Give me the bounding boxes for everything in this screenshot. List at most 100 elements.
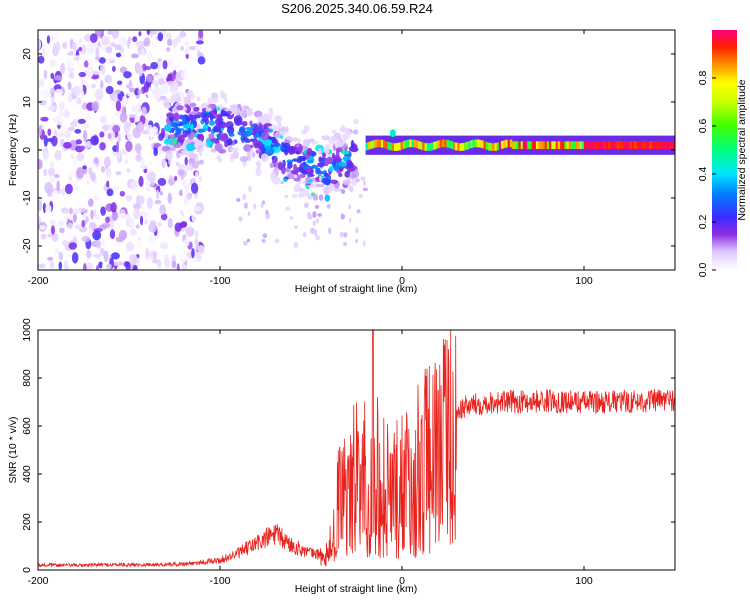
tone-cell (461, 143, 465, 151)
heatmap-cell (185, 105, 191, 114)
tone-cell (472, 139, 476, 148)
heatmap-cell (89, 57, 98, 65)
heatmap-cell (354, 227, 359, 234)
heatmap-cell (179, 152, 184, 157)
tone-cell (485, 142, 489, 150)
heatmap-cell (100, 115, 107, 124)
tone-cell (487, 142, 491, 151)
heatmap-cell (95, 30, 102, 37)
tone-cell (431, 142, 434, 151)
heatmap-cell (179, 30, 187, 38)
tone-cell (645, 141, 648, 150)
heatmap-cell (118, 36, 128, 48)
heatmap-cell (317, 213, 322, 217)
heatmap-cell (99, 131, 105, 138)
tone-cell (527, 141, 530, 150)
heatmap-cell (219, 133, 228, 142)
heatmap-cell (342, 242, 348, 247)
heatmap-cell (86, 179, 90, 186)
heatmap-cell (87, 198, 94, 207)
heatmap-cell (38, 125, 43, 136)
heatmap-cell (167, 192, 173, 204)
heatmap-cell (204, 117, 209, 125)
heatmap-cell (43, 168, 48, 177)
heatmap-cell (104, 74, 113, 84)
heatmap-cell (105, 216, 111, 224)
heatmap-cell (78, 71, 87, 78)
colorbar-gradient (712, 30, 737, 270)
heatmap-cell (216, 113, 223, 121)
heatmap-cell (215, 107, 221, 111)
tone-cell (439, 139, 443, 148)
tone-cell (470, 140, 474, 148)
heatmap-cell (72, 85, 81, 97)
heatmap-cell (73, 181, 79, 192)
heatmap-cell (348, 217, 352, 223)
heatmap-cell (294, 225, 298, 229)
heatmap-cell (242, 130, 252, 137)
heatmap-cell (72, 158, 79, 165)
heatmap-cell (164, 205, 174, 214)
tone-cell (592, 141, 596, 150)
heatmap-cell (197, 245, 206, 256)
heatmap-cell (263, 128, 271, 133)
heatmap-cell (146, 75, 152, 83)
heatmap-cell (72, 208, 80, 215)
heatmap-cell (81, 102, 88, 110)
heatmap-cell (183, 96, 188, 106)
heatmap-cell (284, 194, 289, 199)
heatmap-cell (163, 103, 171, 109)
heatmap-cell (67, 126, 75, 132)
tone-cell (664, 141, 668, 150)
heatmap-cell (121, 96, 127, 108)
heatmap-cell (185, 44, 190, 55)
heatmap-cell (115, 52, 122, 58)
tone-cell (400, 141, 404, 150)
heatmap-cell (260, 202, 264, 208)
heatmap-cell (197, 128, 205, 133)
tone-cell (385, 141, 388, 149)
heatmap-cell (330, 179, 338, 185)
heatmap-cell (117, 133, 121, 144)
heatmap-cell (171, 260, 177, 269)
tone-cell (452, 142, 456, 150)
heatmap-cell (105, 85, 114, 95)
tone-cell (577, 141, 581, 150)
tone-cell (570, 141, 574, 150)
tone-cell (564, 141, 567, 150)
tone-cell (483, 141, 487, 149)
heatmap-cell (84, 208, 88, 214)
heatmap-cell (175, 161, 180, 167)
tone-cell (647, 141, 650, 150)
heatmap-cell (148, 222, 158, 233)
tone-cell (442, 139, 445, 148)
tone-cell (568, 141, 572, 150)
heatmap-cell (208, 104, 213, 109)
heatmap-cell (208, 120, 216, 126)
tone-cell (393, 143, 397, 151)
heatmap-cell (112, 124, 121, 133)
heatmap-cell (71, 252, 79, 264)
heatmap-cell (69, 200, 79, 207)
heatmap-cell (116, 186, 121, 192)
tone-cell (618, 141, 622, 150)
colorbar: 0.0 0.2 0.4 0.6 0.8 Normalized spectral ampl… (697, 30, 748, 277)
heatmap-cell (133, 208, 140, 220)
heatmap-cell (160, 242, 169, 250)
tone-cell (638, 141, 642, 150)
heatmap-cell (74, 224, 83, 230)
heatmap-cell (159, 204, 166, 215)
heatmap-cell (55, 247, 60, 254)
heatmap-cell (163, 98, 172, 105)
heatmap-cell (93, 166, 98, 171)
heatmap-cell (134, 144, 142, 154)
y-tick-label: 0 (21, 147, 33, 153)
heatmap-cell (68, 71, 75, 79)
heatmap-cell (136, 40, 145, 49)
heatmap-cell (363, 240, 366, 247)
heatmap-cell (177, 134, 185, 144)
heatmap-cell (106, 167, 112, 178)
heatmap-cell (101, 222, 111, 228)
heatmap-cell (363, 180, 366, 186)
